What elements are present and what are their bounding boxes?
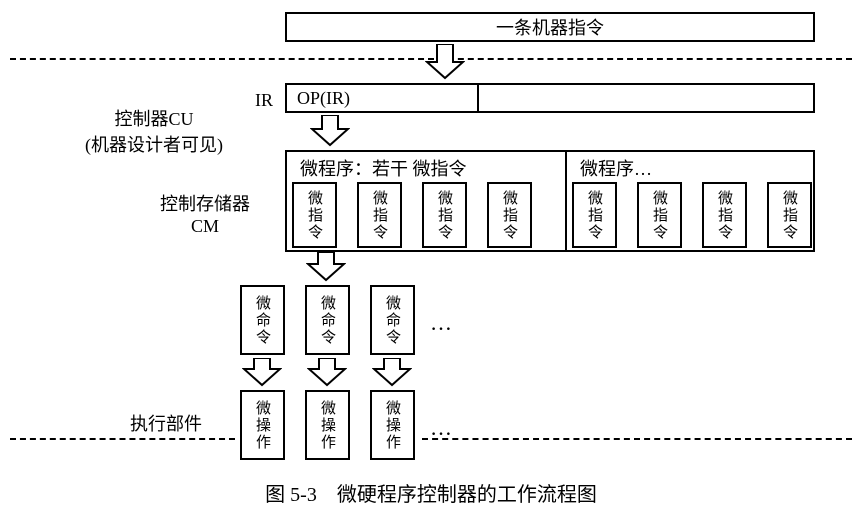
cu-label: 控制器CU (机器设计者可见)	[85, 105, 223, 157]
dashed-divider-2b	[422, 438, 852, 440]
microinstruction-box: 微指令	[572, 182, 617, 248]
cu-label-line2: (机器设计者可见)	[85, 131, 223, 157]
microop-box: 微操作	[370, 390, 415, 460]
microinstruction-box: 微指令	[702, 182, 747, 248]
machine-instruction-box: 一条机器指令	[285, 12, 815, 42]
microinstruction-box: 微指令	[422, 182, 467, 248]
microcommand-box: 微命令	[370, 285, 415, 355]
exec-label: 执行部件	[130, 410, 202, 436]
arrow-down-icon	[242, 358, 282, 387]
ir-divider	[477, 83, 479, 113]
arrow-down-icon	[307, 358, 347, 387]
cm-label: 控制存储器 CM	[160, 190, 250, 237]
cm-label-line1: 控制存储器	[160, 190, 250, 216]
microprogram-divider	[565, 150, 567, 180]
microinstruction-box: 微指令	[767, 182, 812, 248]
ir-box: OP(IR)	[285, 83, 815, 113]
microcommand-box: 微命令	[240, 285, 285, 355]
microinstruction-section-divider	[565, 178, 567, 252]
microinstruction-box: 微指令	[292, 182, 337, 248]
machine-instruction-label: 一条机器指令	[496, 14, 604, 40]
arrow-down-icon	[310, 115, 350, 147]
diagram-root: 一条机器指令 IR OP(IR) 控制器CU (机器设计者可见) 微程序：若干 …	[10, 10, 852, 509]
arrow-down-icon	[306, 252, 346, 282]
microinstruction-box: 微指令	[487, 182, 532, 248]
cu-label-line1: 控制器CU	[85, 105, 223, 131]
cm-label-line2: CM	[160, 216, 250, 237]
ir-prefix-label: IR	[255, 90, 273, 111]
microinstruction-box: 微指令	[637, 182, 682, 248]
microinstruction-box: 微指令	[357, 182, 402, 248]
figure-caption: 图 5-3 微硬程序控制器的工作流程图	[10, 478, 852, 507]
arrow-down-icon	[372, 358, 412, 387]
ir-op-label: OP(IR)	[297, 88, 350, 109]
microcommand-box: 微命令	[305, 285, 350, 355]
arrow-down-icon	[425, 44, 465, 80]
microcommand-ellipsis: …	[430, 310, 452, 336]
microop-box: 微操作	[240, 390, 285, 460]
dashed-divider-2	[10, 438, 235, 440]
microop-box: 微操作	[305, 390, 350, 460]
